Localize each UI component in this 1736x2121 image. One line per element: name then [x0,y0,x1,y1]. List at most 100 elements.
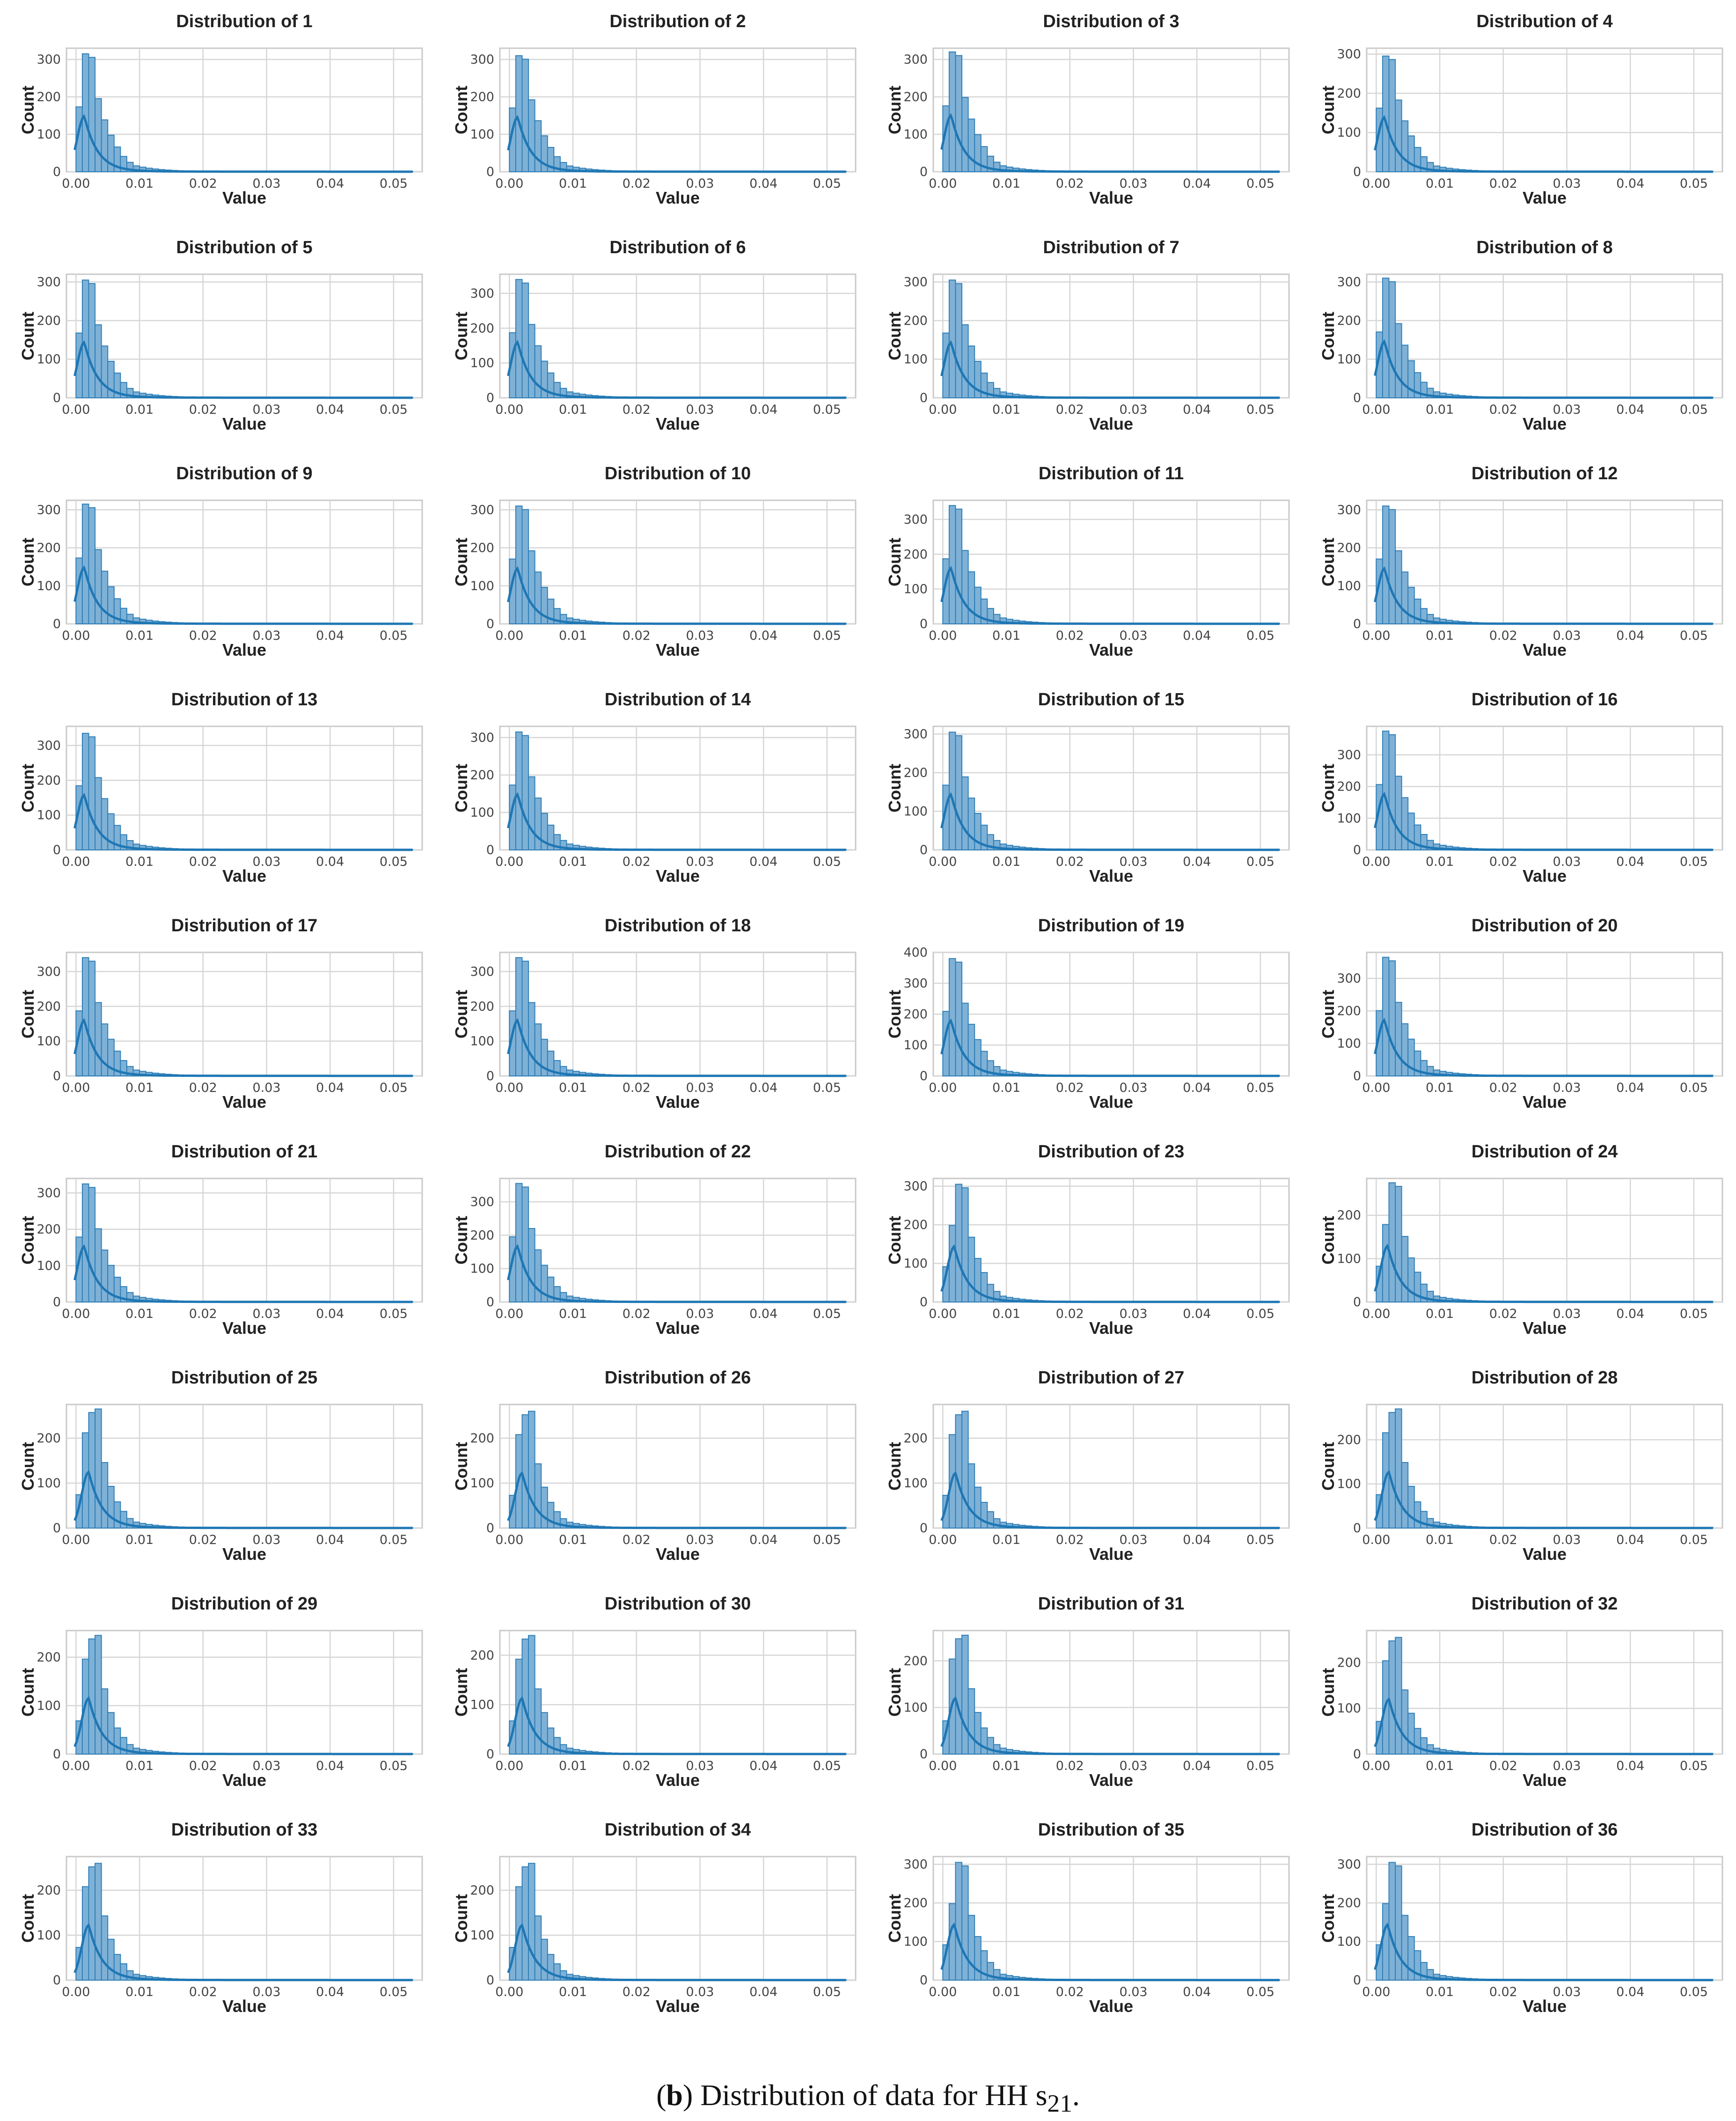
histogram-panel: Distribution of 34 0.00 0.01 0.02 0.03 0.04 0.… [452,1820,857,2016]
x-tick-label: 0.01 [1426,176,1454,191]
x-axis-label: Value [222,640,266,659]
histogram-bar [961,550,969,624]
plot-area [932,273,1290,399]
histogram-bar [948,1903,956,1981]
x-tick-label: 0.04 [1183,1759,1211,1773]
x-tick-label: 0.03 [1553,1533,1581,1547]
x-tick-label: 0.04 [1183,176,1211,191]
x-tick-label: 0.04 [749,1985,777,1999]
y-tick-label: 200 [470,1883,494,1898]
x-tick-label: 0.05 [380,1985,408,1999]
y-tick-label: 100 [1337,1251,1361,1266]
plot-area [499,951,857,1077]
kde-curve [73,1244,413,1303]
y-tick-label: 300 [470,965,494,979]
kde-curve [73,565,413,625]
y-tick-label: 100 [470,1262,494,1276]
x-tick-label: 0.04 [749,629,777,643]
histogram-bar [1414,1728,1421,1755]
histogram-bar [107,1485,115,1529]
histogram-bar [1388,1182,1396,1303]
y-tick-label: 100 [470,1476,494,1491]
histogram-bar [1401,797,1409,850]
x-axis-label: Value [222,866,266,885]
histogram-bar [1401,1689,1409,1755]
x-tick-label: 0.05 [813,1533,841,1547]
histogram-bar [948,51,956,172]
x-tick-label: 0.00 [1362,176,1390,191]
panel-title: Distribution of 5 [176,238,312,257]
kde-curve [73,1470,413,1529]
x-tick-label: 0.03 [1119,176,1147,191]
histogram-bar [987,1511,994,1529]
x-tick-label: 0.05 [813,402,841,417]
panel-title: Distribution of 20 [1472,916,1618,936]
x-tick-label: 0.04 [1616,176,1644,191]
histogram-bar [1407,1712,1415,1755]
histogram-bar [534,1023,542,1076]
histogram-panel: Distribution of 11 0.00 0.01 0.02 0.03 0.04 0.… [885,464,1290,659]
y-tick-label: 200 [37,1883,61,1898]
x-tick-label: 0.00 [62,1307,90,1321]
x-tick-label: 0.00 [495,402,523,417]
y-axis-label: Count [452,1668,471,1717]
y-tick-label: 0 [486,165,494,179]
x-tick-label: 0.04 [1183,855,1211,869]
x-tick-label: 0.02 [1056,1533,1084,1547]
x-tick-label: 0.02 [1056,176,1084,191]
histogram-bar [1401,1023,1409,1076]
histogram-bar [1382,957,1390,1076]
y-tick-label: 100 [1337,811,1361,826]
x-axis-label: Value [222,1544,266,1564]
panel-title: Distribution of 33 [171,1820,317,1840]
x-tick-label: 0.01 [125,1759,154,1773]
x-tick-label: 0.02 [1056,1985,1084,1999]
histogram-bar [95,1635,102,1755]
histogram-bar [1401,344,1409,398]
y-tick-label: 300 [37,1186,61,1200]
y-tick-label: 300 [1337,748,1361,762]
histogram-bar [1401,120,1409,172]
kde-curve [73,1696,413,1755]
x-tick-label: 0.03 [1553,176,1581,191]
histogram-bar [120,1737,127,1755]
x-axis-label: Value [656,640,700,659]
x-axis-label: Value [656,1544,700,1564]
kde-curve [507,1470,846,1529]
x-axis-label: Value [222,1997,266,2016]
y-tick-label: 0 [920,165,928,179]
panel-title: Distribution of 15 [1038,690,1184,709]
x-tick-label: 0.02 [623,1759,651,1773]
x-tick-label: 0.01 [1426,1985,1454,1999]
y-tick-label: 300 [903,727,928,742]
histogram-bar [987,1737,994,1755]
x-tick-label: 0.01 [1426,402,1454,417]
y-axis-label: Count [1318,86,1338,134]
x-axis-label: Value [1523,414,1567,433]
y-axis-label: Count [1318,312,1338,360]
y-tick-label: 300 [903,1179,928,1194]
kde-curve [73,340,413,399]
histogram-bar [88,960,96,1076]
x-axis-label: Value [656,866,700,885]
kde-curve [940,340,1280,399]
y-tick-label: 200 [470,768,494,783]
histogram-bar [948,958,956,1076]
y-tick-label: 0 [53,1747,61,1762]
x-tick-label: 0.02 [189,402,217,417]
y-tick-label: 100 [37,1928,61,1943]
histogram-bar [1407,1485,1415,1529]
x-axis-label: Value [222,1770,266,1790]
x-tick-label: 0.05 [380,402,408,417]
y-tick-label: 0 [920,1521,928,1536]
kde-curve [940,113,1280,173]
histogram-bar [528,1635,535,1755]
y-tick-label: 100 [37,1476,61,1491]
y-axis-label: Count [18,1216,37,1265]
panel-title: Distribution of 29 [171,1594,317,1614]
x-tick-label: 0.05 [1680,1759,1708,1773]
x-tick-label: 0.04 [749,1081,777,1095]
plot-area [66,273,423,399]
histogram-panel: Distribution of 31 0.00 0.01 0.02 0.03 0.04 0.… [885,1594,1290,1790]
